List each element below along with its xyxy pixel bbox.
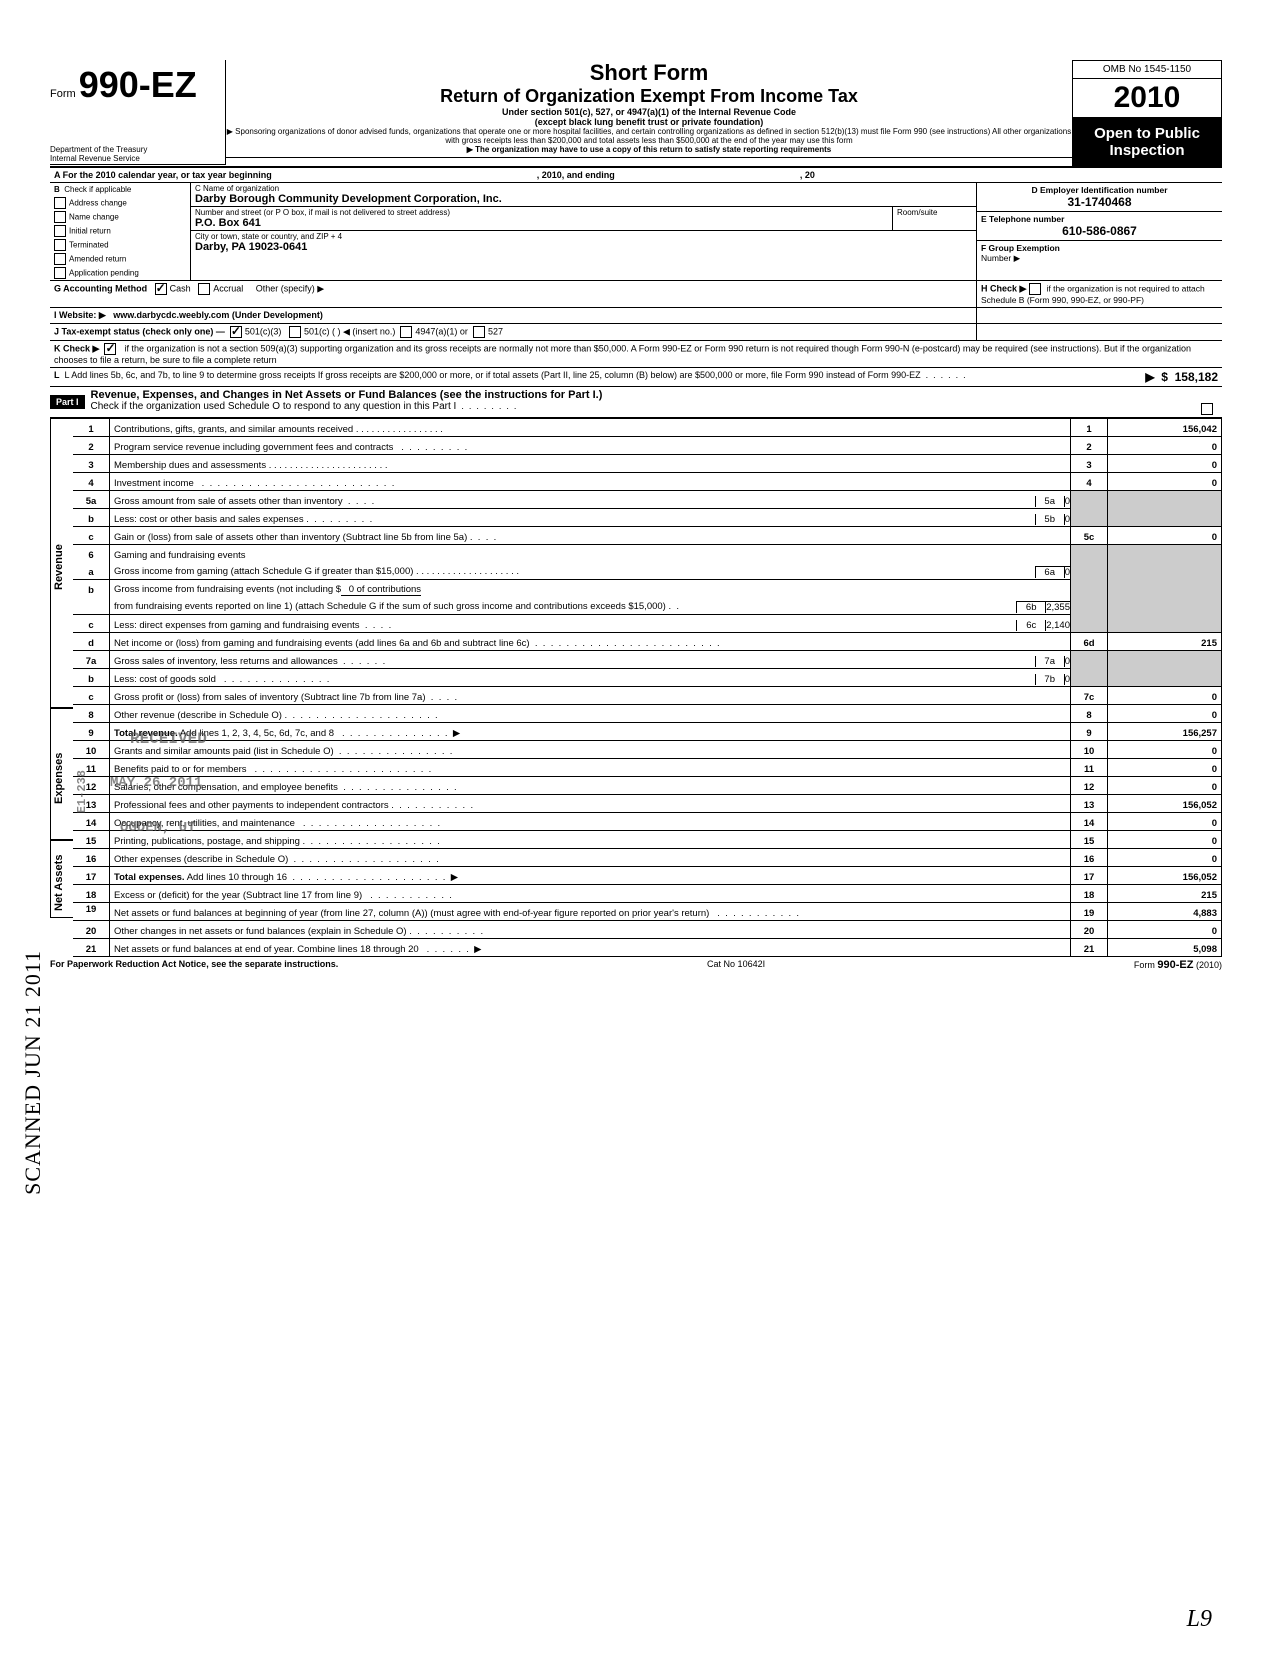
col-b: B Check if applicable Address change Nam… bbox=[50, 183, 191, 280]
side-revenue: Revenue bbox=[51, 419, 67, 715]
checkbox-amended[interactable] bbox=[54, 253, 66, 265]
org-city: Darby, PA 19023-0641 bbox=[195, 241, 972, 253]
side-netassets: Net Assets bbox=[51, 841, 67, 925]
omb-block: OMB No 1545-1150 2010 Open to Public Ins… bbox=[1072, 60, 1222, 166]
col-d: D Employer Identification number 31-1740… bbox=[977, 183, 1222, 280]
checkbox-4947[interactable] bbox=[400, 326, 412, 338]
title-block: Short Form Return of Organization Exempt… bbox=[226, 60, 1072, 158]
bcd-block: B Check if applicable Address change Nam… bbox=[50, 183, 1222, 281]
row-l: L L Add lines 5b, 6c, and 7b, to line 9 … bbox=[50, 368, 1222, 387]
part1-header: Part I Revenue, Expenses, and Changes in… bbox=[50, 387, 1222, 418]
phone: 610-586-0867 bbox=[981, 224, 1218, 238]
website: www.darbycdc.weebly.com (Under Developme… bbox=[113, 310, 323, 320]
checkbox-terminated[interactable] bbox=[54, 239, 66, 251]
row-j: J Tax-exempt status (check only one) — 5… bbox=[50, 324, 1222, 341]
col-c: C Name of organization Darby Borough Com… bbox=[191, 183, 977, 280]
lines-table: 1Contributions, gifts, grants, and simil… bbox=[73, 418, 1222, 957]
dept-block: Department of the Treasury Internal Reve… bbox=[50, 146, 225, 164]
checkbox-h[interactable] bbox=[1029, 283, 1041, 295]
l-amount: 158,182 bbox=[1175, 370, 1218, 384]
stamp-date: MAY 26 2011 bbox=[110, 775, 202, 791]
stamp-e1238: E1-238 bbox=[75, 770, 89, 813]
side-expenses: Expenses bbox=[51, 709, 67, 847]
checkbox-address-change[interactable] bbox=[54, 197, 66, 209]
checkbox-accrual[interactable] bbox=[198, 283, 210, 295]
form-header: Form 990-EZ Department of the Treasury I… bbox=[50, 60, 1222, 166]
ein: 31-1740468 bbox=[981, 195, 1218, 209]
footer: For Paperwork Reduction Act Notice, see … bbox=[50, 959, 1222, 971]
tax-year: 2010 bbox=[1072, 79, 1222, 118]
hand-initial: L9 bbox=[1187, 1606, 1212, 1633]
stamp-scanned: SCANNED JUN 21 2011 bbox=[20, 950, 46, 1195]
checkbox-501c[interactable] bbox=[289, 326, 301, 338]
title-return: Return of Organization Exempt From Incom… bbox=[226, 86, 1072, 107]
checkbox-k[interactable] bbox=[104, 343, 116, 355]
checkbox-name-change[interactable] bbox=[54, 211, 66, 223]
row-i: I Website: ▶ www.darbycdc.weebly.com (Un… bbox=[50, 308, 1222, 324]
stamp-ogden: OGDEN, UT bbox=[120, 820, 196, 836]
row-k: K Check ▶ if the organization is not a s… bbox=[50, 341, 1222, 368]
org-street: P.O. Box 641 bbox=[195, 217, 888, 229]
title-short-form: Short Form bbox=[226, 60, 1072, 86]
section-a-text: A For the 2010 calendar year, or tax yea… bbox=[50, 168, 1222, 182]
row-a: A For the 2010 calendar year, or tax yea… bbox=[50, 166, 1222, 183]
checkbox-527[interactable] bbox=[473, 326, 485, 338]
checkbox-501c3[interactable] bbox=[230, 326, 242, 338]
form-label-block: Form 990-EZ Department of the Treasury I… bbox=[50, 60, 226, 165]
row-gh: G Accounting Method Cash Accrual Other (… bbox=[50, 281, 1222, 308]
checkbox-part1-scho[interactable] bbox=[1201, 403, 1213, 415]
open-inspection: Open to Public Inspection bbox=[1072, 118, 1222, 166]
org-name: Darby Borough Community Development Corp… bbox=[195, 193, 972, 205]
checkbox-initial-return[interactable] bbox=[54, 225, 66, 237]
checkbox-pending[interactable] bbox=[54, 267, 66, 279]
stamp-received: RECEIVED bbox=[130, 730, 207, 748]
form-number: Form 990-EZ bbox=[50, 64, 225, 106]
omb-number: OMB No 1545-1150 bbox=[1072, 60, 1222, 79]
checkbox-cash[interactable] bbox=[155, 283, 167, 295]
part1-body: Revenue Expenses Net Assets 1Contributio… bbox=[50, 418, 1222, 957]
